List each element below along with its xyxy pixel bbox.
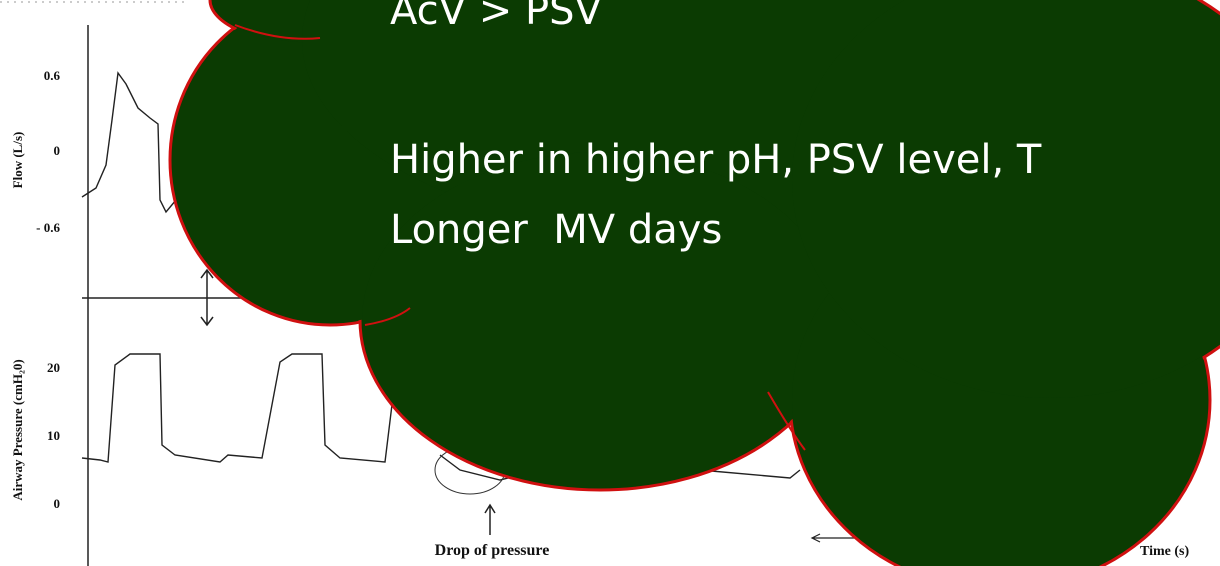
bullet: Longer MV days <box>390 207 722 253</box>
flow-tick: 0 <box>54 143 61 158</box>
pressure-tick: 10 <box>47 428 60 443</box>
flow-wave <box>81 71 201 214</box>
bullet: Higher in higher pH, PSV level, T <box>390 137 1042 183</box>
time-label: Time (s) <box>1140 544 1189 559</box>
annotation: Drop of pressure <box>435 542 550 559</box>
pressure-tick: 20 <box>47 360 60 375</box>
pressure-tick: 0 <box>54 496 61 511</box>
up-arrow <box>484 503 496 535</box>
pressure-axis-label: Airway Pressure (cmH₂0) <box>10 359 25 500</box>
cloud-callout <box>168 0 1220 566</box>
bullet: AcV > PSV <box>390 0 602 34</box>
double-arrow <box>200 268 214 327</box>
flow-tick: - 0.6 <box>36 220 60 235</box>
flow-tick: 0.6 <box>44 68 61 83</box>
flow-axis-label: Flow (L/s) <box>10 132 25 189</box>
pressure-wave <box>81 353 406 463</box>
